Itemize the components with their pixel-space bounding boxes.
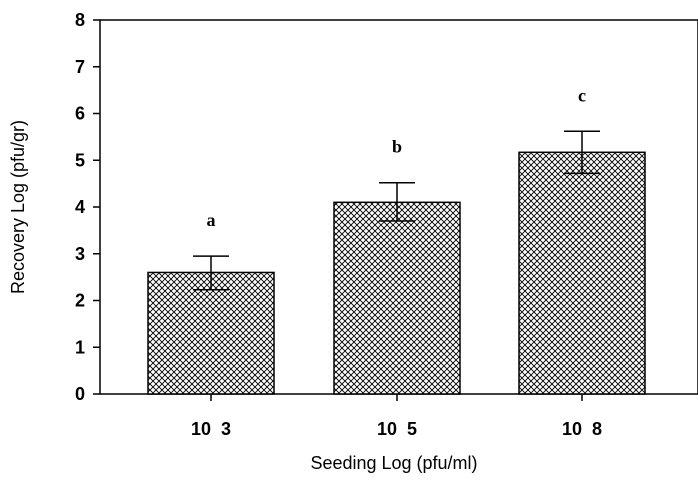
bar bbox=[147, 271, 275, 395]
y-tick-label: 7 bbox=[75, 57, 85, 77]
significance-label: a bbox=[207, 210, 216, 230]
y-tick-label: 5 bbox=[75, 150, 85, 170]
y-axis-title: Recovery Log (pfu/gr) bbox=[8, 120, 28, 294]
bar bbox=[333, 201, 461, 395]
bars-group: a b c bbox=[147, 85, 646, 395]
significance-label: b bbox=[392, 137, 402, 157]
x-axis-title: Seeding Log (pfu/ml) bbox=[310, 453, 477, 473]
y-tick-label: 2 bbox=[75, 291, 85, 311]
x-axis-ticks: 10 3 10 5 10 8 bbox=[191, 394, 602, 439]
bar bbox=[518, 151, 646, 395]
x-tick-label: 10 3 bbox=[191, 419, 231, 439]
y-tick-label: 4 bbox=[75, 197, 85, 217]
y-tick-label: 0 bbox=[75, 384, 85, 404]
y-tick-label: 8 bbox=[75, 10, 85, 30]
y-axis-ticks: 0 1 2 3 4 5 6 7 8 bbox=[75, 10, 100, 404]
y-tick-label: 6 bbox=[75, 104, 85, 124]
x-tick-label: 10 8 bbox=[562, 419, 602, 439]
x-tick-label: 10 5 bbox=[377, 419, 417, 439]
y-tick-label: 1 bbox=[75, 337, 85, 357]
y-tick-label: 3 bbox=[75, 244, 85, 264]
significance-label: c bbox=[578, 85, 586, 105]
